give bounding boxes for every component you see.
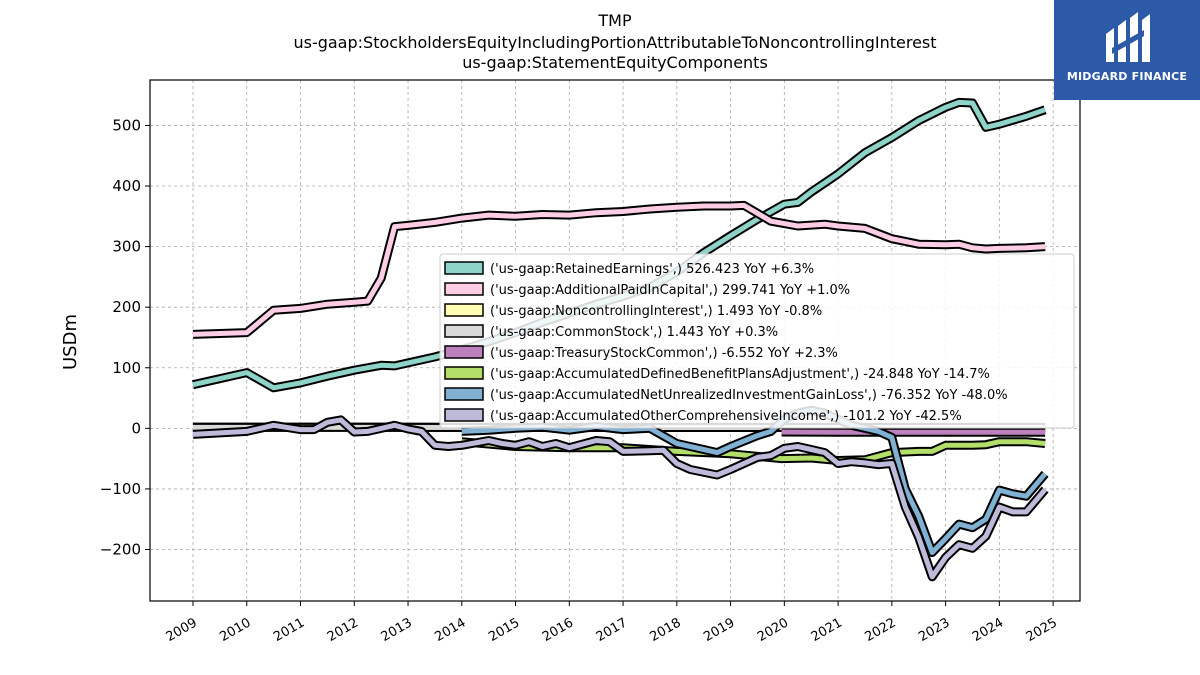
midgard-logo-icon [1106,12,1150,62]
series-line-outline [192,415,1049,582]
chart-title: TMP us-gaap:StockholdersEquityIncludingP… [293,11,936,72]
x-tick-label: 2019 [701,615,737,645]
chart-title-line-3: us-gaap:StatementEquityComponents [462,53,768,72]
x-tick-label: 2015 [486,615,522,645]
x-tick-label: 2023 [916,615,952,645]
plot-frame [149,79,1081,602]
y-axis-label: USDm [60,314,81,370]
legend: ('us-gaap:RetainedEarnings',) 526.423 Yo… [439,253,1075,429]
y-tick-label: 0 [131,419,141,437]
x-tick-label: 2013 [379,615,415,645]
brand-name: MIDGARD FINANCE [1066,70,1188,83]
x-tick-label: 2016 [540,615,576,645]
y-tick-label: 400 [112,177,141,195]
y-axis: −200 −100 0 100 200 300 400 500 [100,116,150,559]
legend-swatch [444,408,484,422]
legend-entry: ('us-gaap:AccumulatedOtherComprehensiveI… [490,409,962,424]
legend-swatch [444,261,484,275]
y-tick-label: −100 [100,480,141,498]
y-tick-label: 200 [112,298,141,316]
legend-entry: ('us-gaap:NoncontrollingInterest',) 1.49… [490,304,822,319]
x-tick-label: 2024 [970,615,1006,645]
legend-entry: ('us-gaap:RetainedEarnings',) 526.423 Yo… [490,262,814,277]
series-line [192,417,1048,580]
legend-entry: ('us-gaap:AccumulatedNetUnrealizedInvest… [490,388,1008,403]
x-tick-label: 2025 [1024,615,1060,645]
legend-swatch [444,324,484,338]
brand-logo: MIDGARD FINANCE [1054,0,1200,100]
chart-title-line-1: TMP [597,11,632,30]
legend-entry: ('us-gaap:TreasuryStockCommon',) -6.552 … [490,346,838,361]
y-tick-label: 300 [112,238,141,256]
y-tick-label: −200 [100,541,141,559]
x-tick-label: 2021 [809,615,845,645]
x-tick-label: 2011 [271,615,307,645]
x-tick-label: 2012 [325,615,361,645]
y-tick-label: 500 [112,116,141,134]
x-axis: 2009 2010 2011 2012 2013 2014 2015 2016 2017 2018… [164,601,1060,645]
legend-entry: ('us-gaap:AdditionalPaidInCapital',) 299… [490,283,850,298]
legend-swatch [444,387,484,401]
x-tick-label: 2022 [862,615,898,645]
legend-swatch [444,282,484,296]
legend-swatch [444,303,484,317]
legend-entry: ('us-gaap:CommonStock',) 1.443 YoY +0.3% [490,325,778,340]
x-tick-label: 2017 [594,615,630,645]
legend-swatch [444,345,484,359]
x-tick-label: 2018 [647,615,683,645]
legend-swatch [444,366,484,380]
x-tick-label: 2009 [164,615,200,645]
x-tick-label: 2020 [755,615,791,645]
series-line [192,202,1046,337]
chart-title-line-2: us-gaap:StockholdersEquityIncludingPorti… [293,33,936,52]
x-tick-label: 2010 [217,615,253,645]
legend-box [439,253,1075,429]
legend-entry: ('us-gaap:AccumulatedDefinedBenefitPlans… [490,367,990,382]
x-tick-label: 2014 [432,615,468,645]
y-tick-label: 100 [112,359,141,377]
